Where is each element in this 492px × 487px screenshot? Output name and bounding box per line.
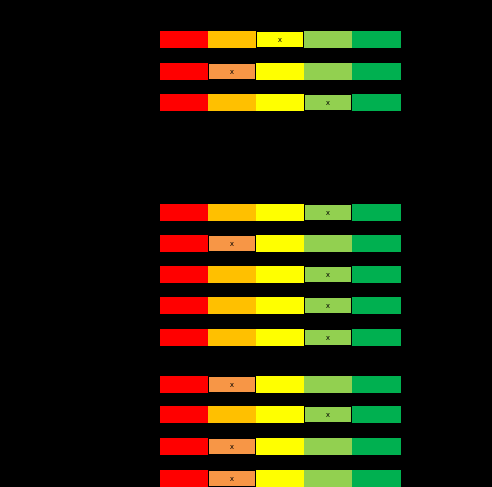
rating-cell-level-5 xyxy=(352,470,401,487)
selection-mark: x xyxy=(325,99,331,107)
rating-cell-level-3 xyxy=(256,266,304,283)
rating-cell-level-4: x xyxy=(304,266,352,283)
rating-cell-level-2 xyxy=(208,31,256,48)
rating-cell-level-4 xyxy=(304,63,352,80)
rating-cell-level-5 xyxy=(352,297,401,314)
rating-row: x xyxy=(160,266,401,283)
rating-cell-level-5 xyxy=(352,376,401,393)
rating-cell-level-1 xyxy=(160,94,208,111)
rating-cell-level-2 xyxy=(208,204,256,221)
rating-cell-level-4: x xyxy=(304,329,352,346)
rating-cell-level-4: x xyxy=(304,204,352,221)
rating-cell-level-2 xyxy=(208,406,256,423)
rating-row: x xyxy=(160,31,401,48)
rating-cell-level-3 xyxy=(256,235,304,252)
rating-cell-level-2: x xyxy=(208,438,256,455)
rating-cell-level-1 xyxy=(160,406,208,423)
selection-mark: x xyxy=(325,209,331,217)
rating-row: x xyxy=(160,406,401,423)
rating-cell-level-2: x xyxy=(208,63,256,80)
rating-cell-level-2: x xyxy=(208,376,256,393)
rating-cell-level-1 xyxy=(160,266,208,283)
rating-cell-level-5 xyxy=(352,406,401,423)
rating-cell-level-5 xyxy=(352,63,401,80)
selection-mark: x xyxy=(229,475,235,483)
rating-cell-level-3 xyxy=(256,297,304,314)
rating-cell-level-3 xyxy=(256,63,304,80)
rating-cell-level-5 xyxy=(352,204,401,221)
rating-row: x xyxy=(160,376,401,393)
selection-mark: x xyxy=(325,411,331,419)
rating-cell-level-2 xyxy=(208,94,256,111)
rating-cell-level-4 xyxy=(304,235,352,252)
rating-row: x xyxy=(160,235,401,252)
rating-cell-level-3 xyxy=(256,470,304,487)
rating-cell-level-5 xyxy=(352,94,401,111)
rating-cell-level-1 xyxy=(160,297,208,314)
rating-cell-level-4: x xyxy=(304,297,352,314)
selection-mark: x xyxy=(229,443,235,451)
rating-cell-level-2 xyxy=(208,266,256,283)
rating-cell-level-1 xyxy=(160,63,208,80)
rating-cell-level-1 xyxy=(160,470,208,487)
rating-cell-level-1 xyxy=(160,31,208,48)
rating-cell-level-5 xyxy=(352,235,401,252)
rating-row: x xyxy=(160,297,401,314)
rating-cell-level-4 xyxy=(304,31,352,48)
rating-row: x xyxy=(160,470,401,487)
rating-cell-level-2: x xyxy=(208,470,256,487)
rating-cell-level-5 xyxy=(352,438,401,455)
rating-cell-level-4: x xyxy=(304,94,352,111)
rating-cell-level-1 xyxy=(160,376,208,393)
rating-cell-level-4 xyxy=(304,470,352,487)
rating-cell-level-4: x xyxy=(304,406,352,423)
rating-cell-level-4 xyxy=(304,376,352,393)
rating-cell-level-1 xyxy=(160,204,208,221)
rating-cell-level-4 xyxy=(304,438,352,455)
rating-cell-level-3 xyxy=(256,376,304,393)
selection-mark: x xyxy=(325,302,331,310)
selection-mark: x xyxy=(229,240,235,248)
selection-mark: x xyxy=(325,334,331,342)
rating-cell-level-5 xyxy=(352,329,401,346)
rating-cell-level-2 xyxy=(208,297,256,314)
rating-row: x xyxy=(160,438,401,455)
rating-cell-level-1 xyxy=(160,235,208,252)
rating-cell-level-3 xyxy=(256,438,304,455)
selection-mark: x xyxy=(325,271,331,279)
selection-mark: x xyxy=(229,68,235,76)
rating-cell-level-1 xyxy=(160,438,208,455)
rating-cell-level-3 xyxy=(256,329,304,346)
rating-row: x xyxy=(160,204,401,221)
rating-cell-level-1 xyxy=(160,329,208,346)
rating-cell-level-2 xyxy=(208,329,256,346)
rating-cell-level-5 xyxy=(352,266,401,283)
rating-row: x xyxy=(160,94,401,111)
rating-row: x xyxy=(160,329,401,346)
rating-cell-level-3 xyxy=(256,406,304,423)
rating-cell-level-5 xyxy=(352,31,401,48)
rating-cell-level-2: x xyxy=(208,235,256,252)
selection-mark: x xyxy=(277,36,283,44)
rating-cell-level-3 xyxy=(256,204,304,221)
selection-mark: x xyxy=(229,381,235,389)
rating-cell-level-3 xyxy=(256,94,304,111)
rating-cell-level-3: x xyxy=(256,31,304,48)
rating-row: x xyxy=(160,63,401,80)
